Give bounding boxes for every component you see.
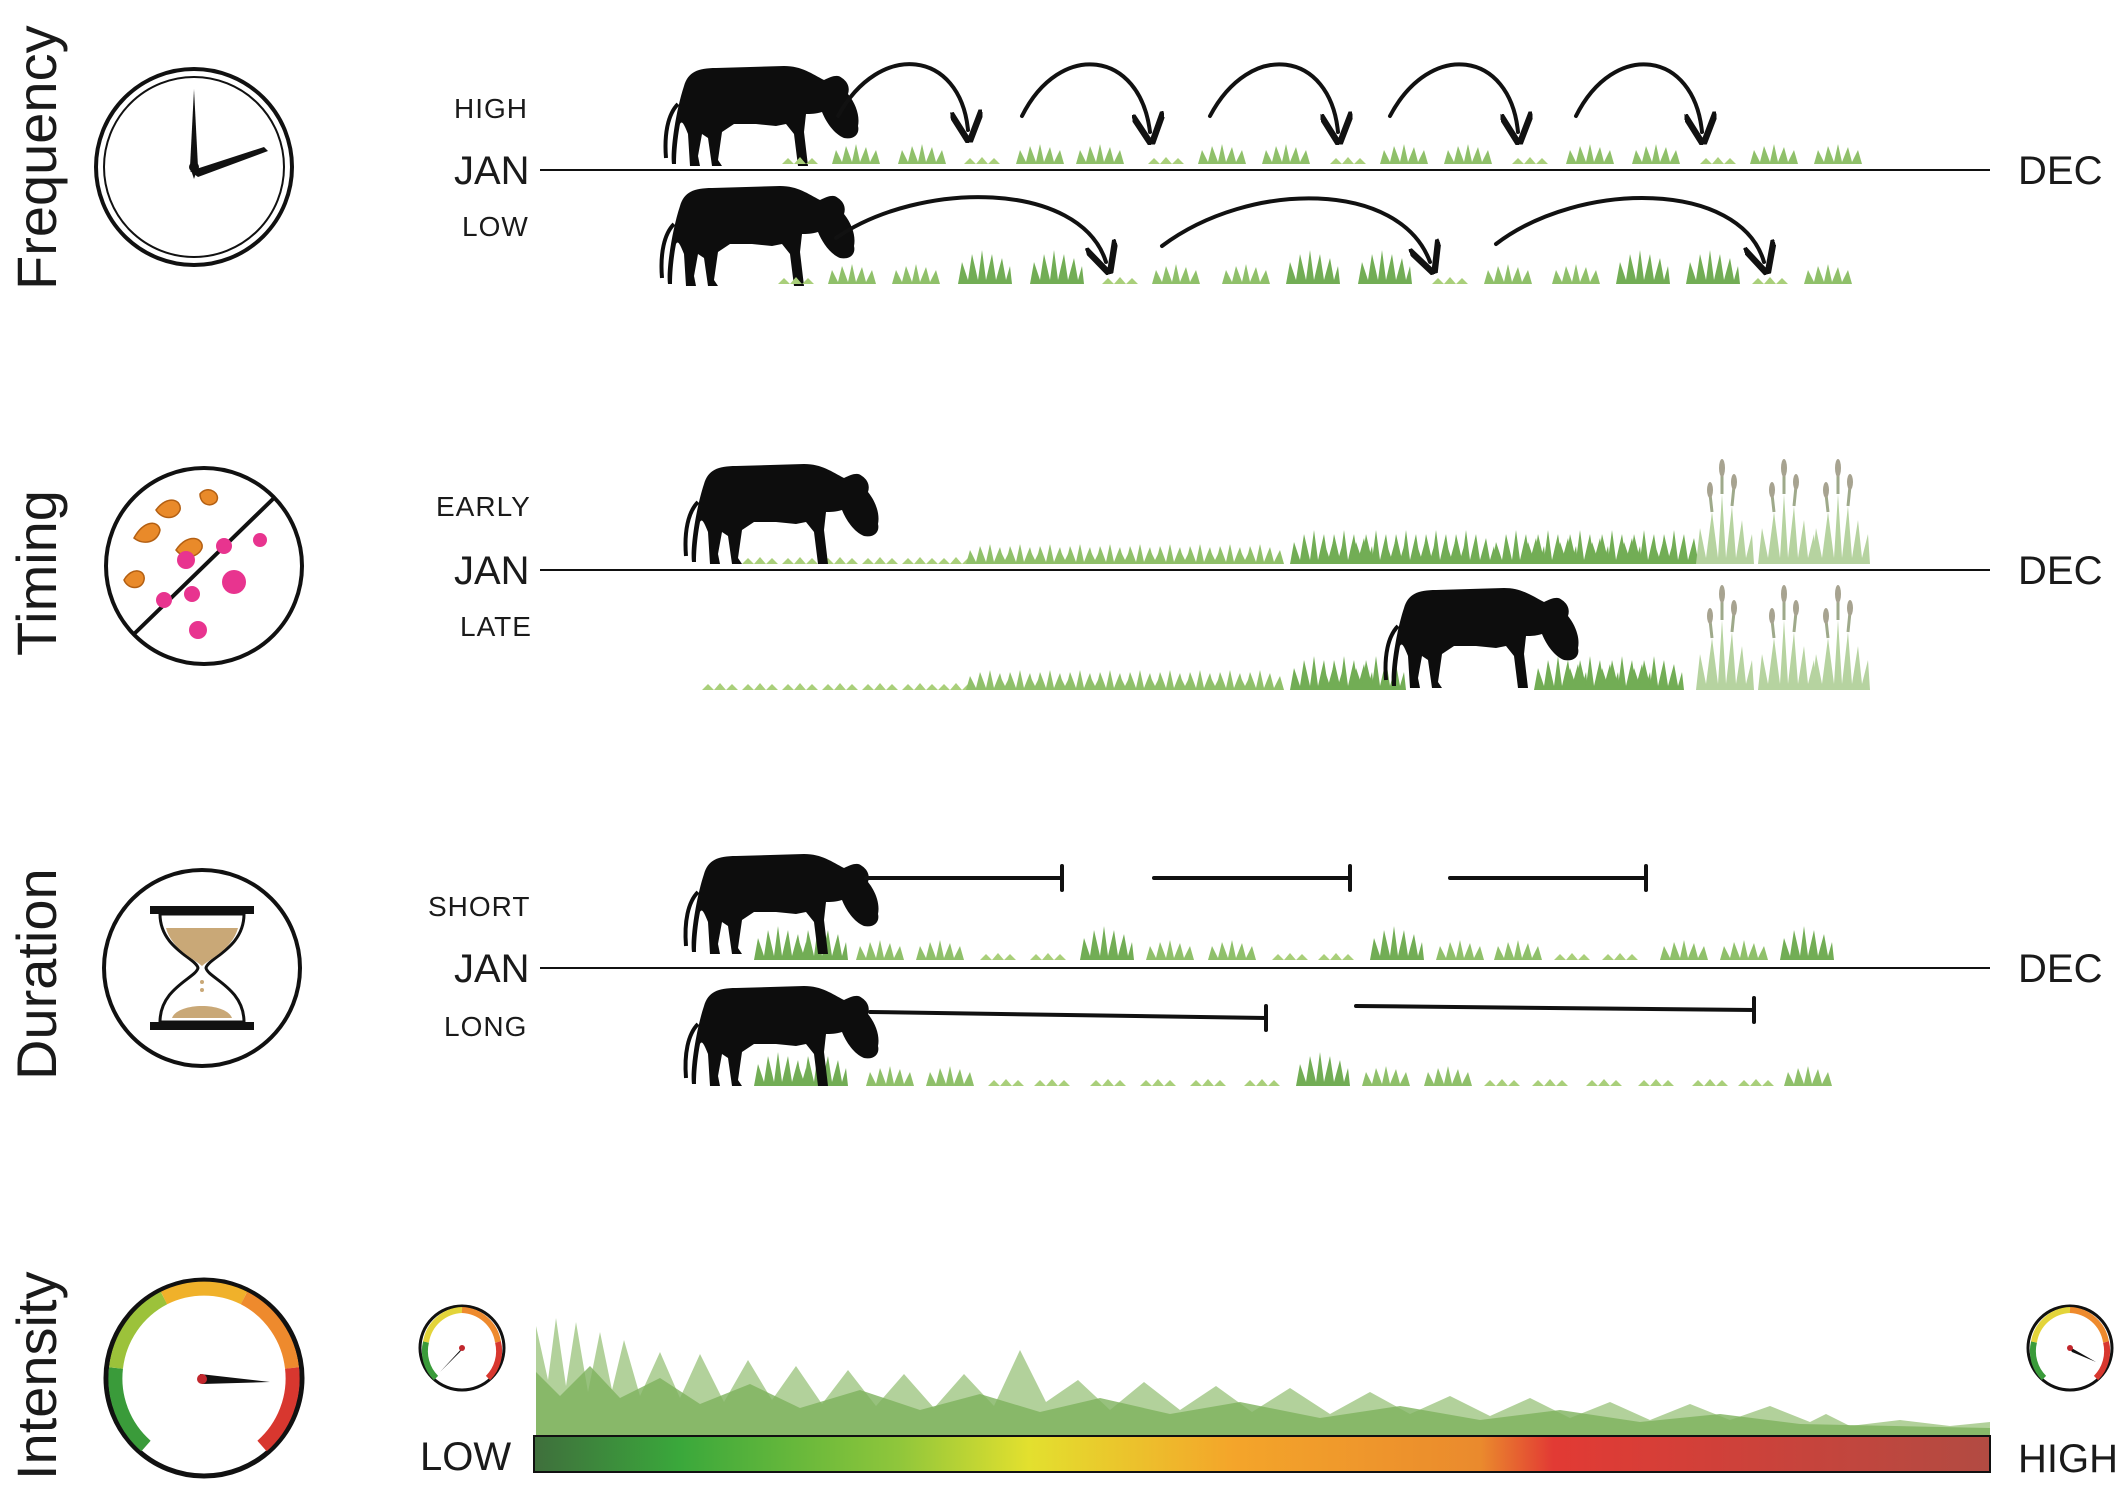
rest-arrows	[834, 195, 1764, 262]
rest-arrow	[836, 62, 968, 130]
frequency-start-label: JAN	[454, 149, 530, 193]
grass-row	[782, 144, 1862, 164]
cow-short-duration	[683, 852, 881, 956]
duration-short-label: SHORT	[428, 891, 531, 922]
grazing-period	[1448, 864, 1648, 892]
grazing-period	[864, 864, 1064, 892]
duration-long-row	[683, 984, 1832, 1088]
timing-start-label: JAN	[454, 549, 530, 593]
duration-start-label: JAN	[454, 947, 530, 991]
rest-arrow	[1208, 62, 1338, 132]
clock-icon	[94, 67, 294, 267]
frequency-end-label: DEC	[2018, 149, 2102, 193]
duration-long-label: LONG	[444, 1011, 527, 1042]
rest-arrow	[1574, 62, 1702, 132]
gauge-icon	[103, 1277, 305, 1479]
rest-arrow	[1388, 62, 1518, 132]
duration-title: Duration	[5, 868, 68, 1080]
hourglass-icon	[102, 868, 302, 1068]
intensity-gradient-bar	[533, 1435, 1991, 1473]
grazing-period	[1354, 996, 1756, 1024]
frequency-low-label: LOW	[462, 211, 529, 242]
intensity-low-label: LOW	[420, 1435, 511, 1479]
duration-short-row	[683, 852, 1834, 960]
low-intensity-gauge-icon	[418, 1304, 506, 1392]
timing-late-row	[702, 583, 1872, 692]
rest-arrow	[834, 195, 1106, 262]
rest-arrow	[1020, 62, 1150, 132]
timing-title: Timing	[5, 490, 68, 656]
intensity-grass	[536, 1318, 1990, 1436]
timing-early-row	[683, 457, 1872, 566]
rest-arrow	[1160, 196, 1430, 262]
rest-arrows	[836, 62, 1702, 132]
frequency-low-row	[659, 184, 1852, 288]
frequency-panel: Frequency JAN DEC HIGH LOW	[5, 25, 2102, 290]
timing-early-label: EARLY	[436, 491, 531, 522]
timing-panel: Timing JAN DEC EARLY LATE	[5, 457, 2102, 692]
intensity-title: Intensity	[5, 1271, 68, 1480]
grass-row	[702, 583, 1872, 692]
grass-row	[742, 457, 1872, 566]
spring-flowers-icon	[156, 533, 267, 639]
seasons-icon	[104, 466, 304, 666]
frequency-title: Frequency	[5, 25, 68, 290]
high-intensity-gauge-icon	[2026, 1304, 2114, 1392]
timing-late-label: LATE	[460, 611, 532, 642]
intensity-high-label: HIGH	[2018, 1437, 2118, 1481]
grass-row	[778, 250, 1852, 284]
grass-row	[754, 1052, 1832, 1086]
grazing-periods	[864, 864, 1648, 892]
grass-row	[754, 926, 1834, 960]
grazing-period	[868, 1004, 1268, 1032]
cow-early-grazing	[683, 462, 881, 566]
rest-arrow	[1494, 196, 1764, 262]
cow-high-frequency	[663, 64, 861, 168]
grazing-period	[1152, 864, 1352, 892]
cow-low-frequency	[659, 184, 857, 288]
frequency-high-label: HIGH	[454, 93, 528, 124]
duration-end-label: DEC	[2018, 947, 2102, 991]
intensity-panel: Intensity	[5, 1271, 2118, 1481]
timing-end-label: DEC	[2018, 549, 2102, 593]
cow-long-duration	[683, 984, 881, 1088]
frequency-high-row	[663, 62, 1862, 168]
duration-panel: Duration JAN DEC SHORT LONG	[5, 852, 2102, 1088]
grazing-periods	[868, 996, 1756, 1032]
